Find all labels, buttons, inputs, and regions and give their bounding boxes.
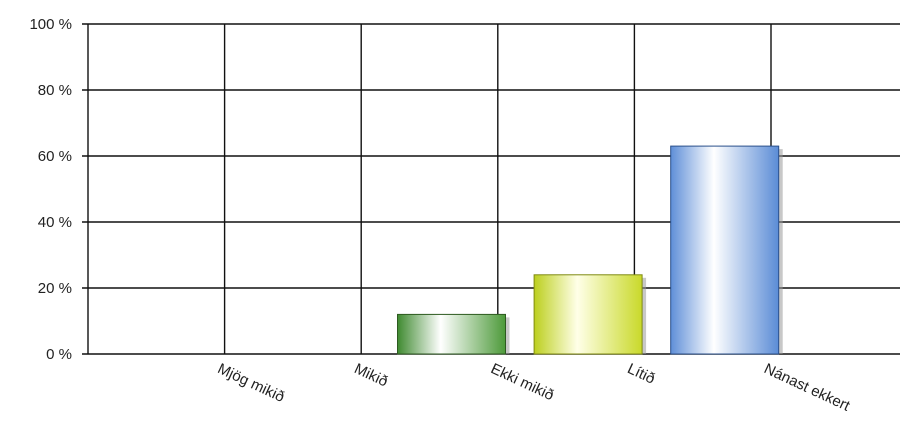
y-tick-label: 20 % bbox=[38, 280, 72, 297]
y-tick-label: 80 % bbox=[38, 82, 72, 99]
x-tick-label: Mjög mikið bbox=[215, 360, 287, 406]
grid bbox=[82, 23, 900, 355]
x-tick-label: Nánast ekkert bbox=[761, 360, 853, 415]
y-tick-label: 0 % bbox=[46, 346, 72, 363]
y-axis-tick-labels: 0 % 20 % 40 % 60 % 80 % 100 % bbox=[29, 16, 72, 363]
x-tick-label: Ekki mikið bbox=[488, 360, 556, 404]
y-tick-label: 60 % bbox=[38, 148, 72, 165]
bars bbox=[397, 145, 783, 355]
x-tick-label: Lítið bbox=[625, 360, 658, 387]
y-tick-label: 100 % bbox=[29, 16, 72, 33]
bar bbox=[533, 274, 643, 355]
y-tick-label: 40 % bbox=[38, 214, 72, 231]
x-tick-label: Mikið bbox=[352, 360, 391, 390]
bar bbox=[670, 145, 780, 355]
x-axis-tick-labels: Mjög mikið Mikið Ekki mikið Lítið Nánast ekk… bbox=[215, 360, 853, 415]
bar bbox=[397, 313, 506, 355]
